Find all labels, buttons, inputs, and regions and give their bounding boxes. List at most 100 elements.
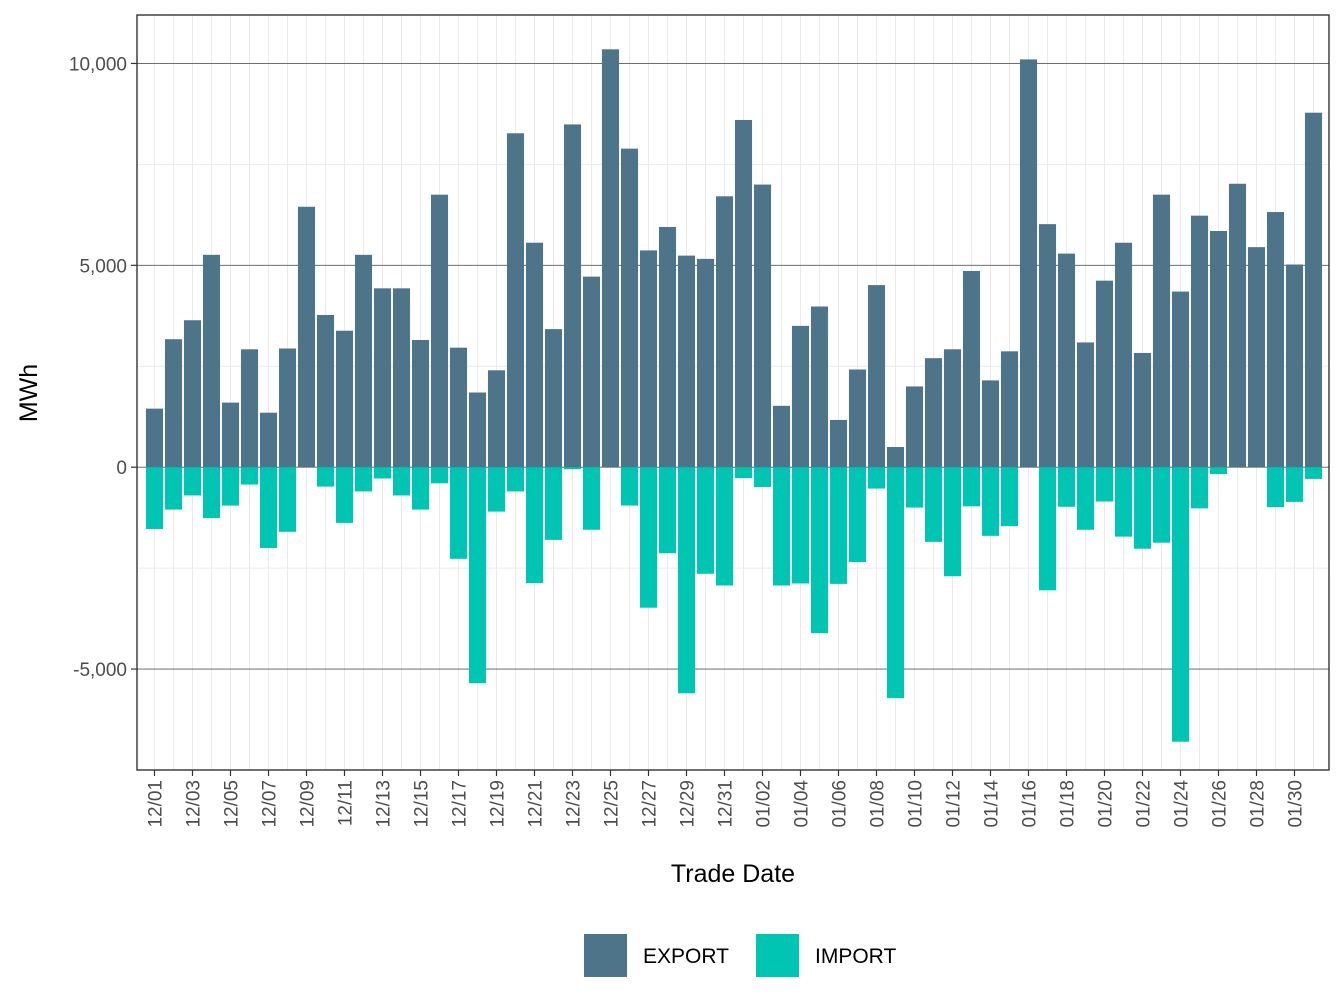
import-bar bbox=[449, 467, 468, 559]
x-tick-label: 12/25 bbox=[602, 780, 623, 828]
export-bar bbox=[145, 408, 164, 468]
export-bar bbox=[715, 196, 734, 468]
x-tick-label: 01/18 bbox=[1058, 780, 1079, 828]
export-bar bbox=[981, 380, 1000, 468]
import-bar bbox=[354, 467, 373, 492]
import-bar bbox=[772, 467, 791, 586]
import-bar bbox=[1038, 467, 1057, 591]
export-bar bbox=[943, 349, 962, 468]
export-bar bbox=[449, 347, 468, 468]
export-bar bbox=[506, 133, 525, 468]
import-bar bbox=[468, 467, 487, 684]
export-bar bbox=[1038, 224, 1057, 468]
export-bar bbox=[734, 119, 753, 468]
import-bar bbox=[696, 467, 715, 574]
import-bar bbox=[1076, 467, 1095, 530]
import-bar bbox=[1171, 467, 1190, 742]
export-bar bbox=[867, 285, 886, 468]
x-tick-label: 01/30 bbox=[1286, 780, 1307, 828]
import-bar bbox=[183, 467, 202, 496]
x-tick-label: 12/17 bbox=[450, 780, 471, 828]
export-bar bbox=[1190, 215, 1209, 468]
export-bar bbox=[1304, 112, 1323, 468]
import-bar bbox=[145, 467, 164, 529]
export-bar bbox=[430, 194, 449, 468]
x-axis-title: Trade Date bbox=[671, 860, 795, 888]
export-bar bbox=[1152, 194, 1171, 468]
export-bar bbox=[677, 255, 696, 468]
export-bar bbox=[1228, 183, 1247, 468]
y-tick-label: 5,000 bbox=[79, 256, 127, 277]
import-bar bbox=[164, 467, 183, 510]
y-tick-label: -5,000 bbox=[73, 660, 127, 681]
x-tick-label: 01/06 bbox=[830, 780, 851, 828]
x-tick-label: 12/31 bbox=[716, 780, 737, 828]
import-bar bbox=[639, 467, 658, 608]
import-bar bbox=[829, 467, 848, 584]
export-bar bbox=[658, 226, 677, 468]
legend-label-export: EXPORT bbox=[643, 945, 729, 968]
legend-swatch-import bbox=[756, 934, 799, 977]
import-bar bbox=[886, 467, 905, 699]
import-bar bbox=[259, 467, 278, 548]
import-bar bbox=[373, 467, 392, 479]
export-bar bbox=[601, 49, 620, 468]
export-bar bbox=[354, 254, 373, 468]
export-bar bbox=[582, 276, 601, 468]
export-bar bbox=[962, 270, 981, 468]
export-bar bbox=[772, 405, 791, 468]
import-bar bbox=[411, 467, 430, 510]
export-bar bbox=[335, 330, 354, 468]
x-tick-label: 01/08 bbox=[868, 780, 889, 828]
import-bar bbox=[753, 467, 772, 487]
import-bar bbox=[1057, 467, 1076, 507]
export-bar bbox=[1247, 247, 1266, 468]
export-bar bbox=[316, 314, 335, 468]
x-tick-label: 01/04 bbox=[792, 780, 813, 828]
x-tick-label: 01/26 bbox=[1210, 780, 1231, 828]
x-tick-label: 12/19 bbox=[488, 780, 509, 828]
x-tick-label: 12/21 bbox=[526, 780, 547, 828]
import-bar bbox=[1304, 467, 1323, 479]
x-tick-label: 12/27 bbox=[640, 780, 661, 828]
y-axis: -5,000 0 5,000 10,000 bbox=[69, 54, 137, 681]
export-bar bbox=[468, 392, 487, 468]
import-bar bbox=[1095, 467, 1114, 502]
export-bar bbox=[297, 206, 316, 468]
export-bar bbox=[696, 258, 715, 468]
x-tick-label: 01/14 bbox=[982, 780, 1003, 828]
export-bar bbox=[1266, 212, 1285, 468]
x-tick-label: 01/10 bbox=[906, 780, 927, 828]
export-bar bbox=[791, 325, 810, 468]
import-bar bbox=[848, 467, 867, 563]
import-bar bbox=[1152, 467, 1171, 543]
export-bar bbox=[829, 419, 848, 468]
legend-label-import: IMPORT bbox=[815, 945, 896, 968]
import-bar bbox=[506, 467, 525, 492]
x-tick-label: 12/23 bbox=[564, 780, 585, 828]
export-bar bbox=[183, 320, 202, 468]
import-bar bbox=[278, 467, 297, 532]
import-bar bbox=[924, 467, 943, 542]
import-bar bbox=[1000, 467, 1019, 527]
x-tick-label: 12/01 bbox=[146, 780, 167, 828]
export-bar bbox=[620, 148, 639, 468]
export-bar bbox=[1133, 352, 1152, 468]
import-bar bbox=[430, 467, 449, 484]
x-tick-label: 01/20 bbox=[1096, 780, 1117, 828]
import-bar bbox=[582, 467, 601, 530]
export-bar bbox=[164, 339, 183, 468]
import-bar bbox=[620, 467, 639, 506]
export-bar bbox=[278, 348, 297, 468]
export-bar bbox=[202, 254, 221, 468]
import-bar bbox=[905, 467, 924, 508]
export-bar bbox=[259, 412, 278, 468]
export-bar bbox=[848, 369, 867, 468]
import-bar bbox=[1190, 467, 1209, 509]
import-bar bbox=[1209, 467, 1228, 475]
x-tick-label: 12/05 bbox=[222, 780, 243, 828]
plot-border bbox=[136, 14, 1330, 771]
export-bar bbox=[221, 402, 240, 468]
import-bar bbox=[1266, 467, 1285, 508]
x-tick-label: 01/24 bbox=[1172, 780, 1193, 828]
